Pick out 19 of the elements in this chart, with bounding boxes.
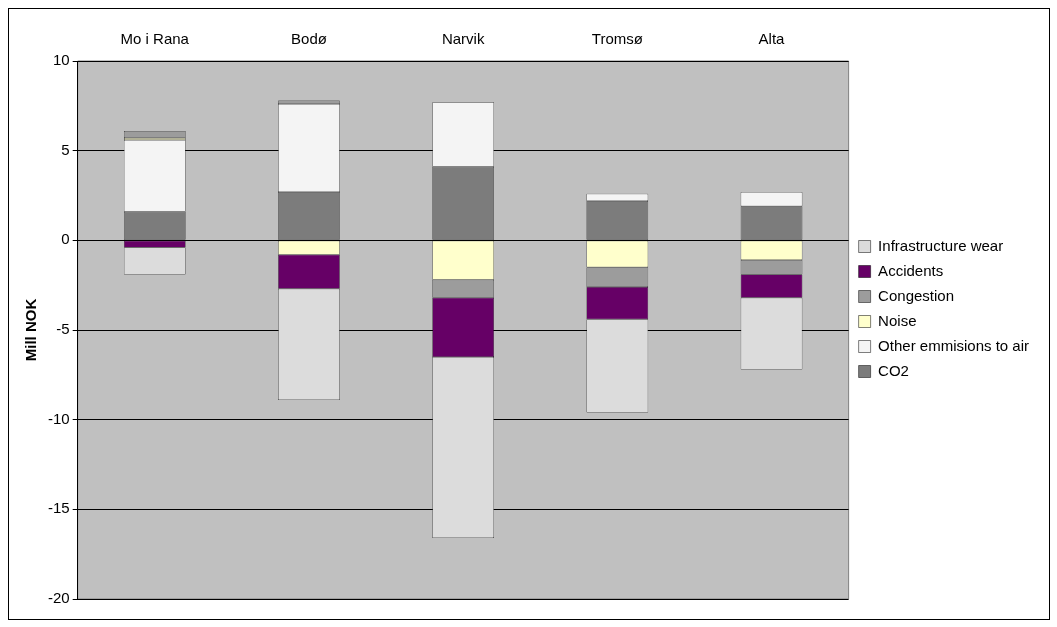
y-tick-label: -5: [56, 320, 70, 338]
y-tick-label: -20: [47, 589, 70, 607]
legend-label: Other emmisions to air: [878, 336, 1030, 354]
legend-label: CO2: [878, 361, 909, 379]
y-tick-label: -10: [47, 409, 70, 427]
x-tick-label: Narvik: [441, 30, 485, 48]
x-tick-label: Bodø: [291, 30, 327, 48]
y-tick-label: 0: [61, 230, 70, 248]
y-tick-label: 5: [61, 140, 70, 158]
x-tick-label: Mo i Rana: [120, 30, 190, 48]
legend-label: Infrastructure wear: [878, 236, 1004, 254]
y-axis-title: Mill NOK: [22, 298, 40, 362]
legend-label: Noise: [878, 311, 917, 329]
x-tick-label: Alta: [758, 30, 786, 48]
legend-label: Congestion: [878, 286, 955, 304]
y-tick-label: 10: [52, 51, 70, 69]
legend-label: Accidents: [878, 261, 944, 279]
y-tick-label: -15: [47, 499, 70, 517]
x-tick-label: Tromsø: [591, 30, 643, 48]
